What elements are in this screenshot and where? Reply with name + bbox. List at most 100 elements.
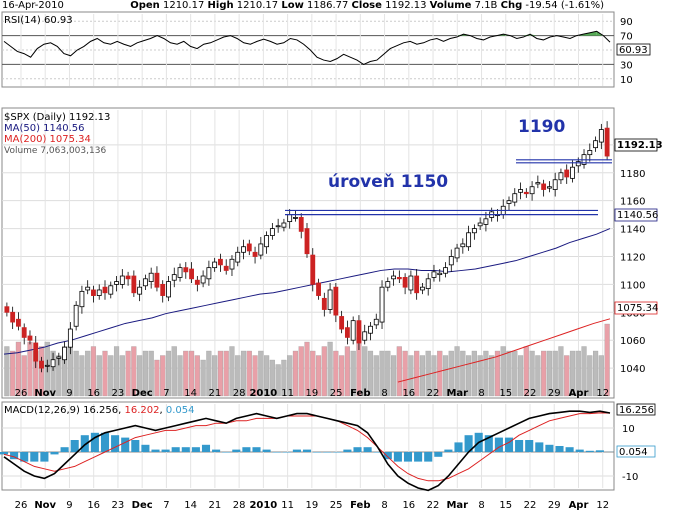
volume-bar xyxy=(177,355,183,397)
candle-body xyxy=(558,172,564,181)
chg-label: Chg xyxy=(500,0,523,11)
volume-bar xyxy=(541,350,547,397)
chg-value: -19.54 (-1.61%) xyxy=(525,0,605,11)
date-label-bottom: Feb xyxy=(350,500,370,511)
candle-body xyxy=(177,267,183,278)
volume-bar xyxy=(79,355,85,397)
candle-body xyxy=(171,274,177,281)
histogram-bar xyxy=(272,452,281,453)
candle-body xyxy=(321,297,327,310)
volume-bar xyxy=(4,346,10,397)
date-label-bottom: 8 xyxy=(478,500,484,511)
candle-body xyxy=(4,306,10,313)
histogram-bar xyxy=(515,440,524,452)
candle-body xyxy=(443,267,448,274)
candle-body xyxy=(391,275,396,280)
volume-bar xyxy=(217,350,224,397)
histogram-bar xyxy=(212,449,221,452)
macd-histogram xyxy=(0,432,615,462)
histogram-bar xyxy=(262,449,271,452)
date-label-bottom: 28 xyxy=(233,500,246,511)
date-label-bottom: 14 xyxy=(184,500,197,511)
date-label-middle: 12 xyxy=(596,388,609,399)
date-label-bottom: 2010 xyxy=(249,500,277,511)
candle-body xyxy=(96,289,102,296)
volume-bar xyxy=(339,355,345,397)
candle-body xyxy=(448,256,454,266)
candle-body xyxy=(258,243,264,256)
candle-body xyxy=(142,278,148,287)
candle-body xyxy=(246,243,252,252)
volume-bar xyxy=(333,350,339,397)
candle-body xyxy=(460,243,466,248)
volume-bar xyxy=(113,346,120,397)
candle-body xyxy=(518,189,523,193)
histogram-bar xyxy=(121,437,130,452)
candle-body xyxy=(269,228,275,236)
date-label-bottom: Apr xyxy=(569,500,589,511)
date-label-middle: 26 xyxy=(15,388,28,399)
volume-bar xyxy=(102,350,108,397)
candle-body xyxy=(91,289,96,296)
volume-bar xyxy=(362,346,368,397)
histogram-bar xyxy=(0,452,9,455)
date-label-middle: 25 xyxy=(330,388,343,399)
volume-bar xyxy=(396,346,402,397)
open-value: 1210.17 xyxy=(162,0,205,11)
candle-body xyxy=(541,183,547,190)
candle-body xyxy=(414,275,420,294)
volume-bar xyxy=(327,341,333,397)
date-label-bottom: Mar xyxy=(446,500,468,511)
candle-body xyxy=(206,267,212,280)
histogram-bar xyxy=(555,446,564,452)
candle-body xyxy=(344,327,350,338)
date-label-bottom: 25 xyxy=(330,500,343,511)
histogram-bar xyxy=(111,435,120,452)
date-label-middle: 28 xyxy=(233,388,246,399)
date-label-middle: Mar xyxy=(446,388,468,399)
macd-title-signal: 16.202 xyxy=(125,405,160,416)
volume-bar xyxy=(437,350,443,397)
candle-body xyxy=(385,281,391,288)
volume-bar xyxy=(489,355,495,397)
candle-body xyxy=(477,222,483,227)
macd-right-label: 16.256 xyxy=(619,405,654,416)
candle-body xyxy=(604,127,610,157)
candle-body xyxy=(546,186,552,189)
histogram-bar xyxy=(545,444,554,452)
histogram-bar xyxy=(191,447,200,452)
macd-title-hist: 0.054 xyxy=(166,405,195,416)
volume-bar xyxy=(471,350,477,397)
histogram-bar xyxy=(403,452,413,462)
ma200-line xyxy=(397,318,611,383)
volume-bar xyxy=(494,350,501,397)
ma50-value-label: 1140.56 xyxy=(617,210,658,221)
candle-body xyxy=(327,289,333,310)
volume-bar xyxy=(235,355,241,397)
volume-bar xyxy=(85,350,91,397)
volume-bar xyxy=(402,350,408,397)
volume-bar xyxy=(269,359,275,397)
volume-bar xyxy=(454,346,460,397)
volume-bar xyxy=(275,364,281,397)
date-label-bottom: Dec xyxy=(132,500,153,511)
date-label-middle: Nov xyxy=(34,388,56,399)
volume-bar xyxy=(246,350,252,397)
histogram-bar xyxy=(565,447,574,452)
macd-tick-label: 10 xyxy=(622,424,635,435)
candle-body xyxy=(39,360,44,369)
volume-bar xyxy=(165,350,172,397)
volume-bar xyxy=(598,355,604,397)
macd-signal-line xyxy=(3,412,611,482)
candle-body xyxy=(281,222,287,228)
volume-bar xyxy=(344,346,350,397)
volume-bar xyxy=(350,350,356,397)
candle-body xyxy=(379,286,385,323)
annotation-1150: úroveň 1150 xyxy=(328,172,448,192)
volume-bar xyxy=(564,355,570,397)
rsi-line xyxy=(3,30,611,65)
date-label-bottom: 26 xyxy=(15,500,28,511)
histogram-bar xyxy=(333,452,342,453)
candle-body xyxy=(200,275,206,284)
legend-ma200: MA(200) 1075.34 xyxy=(4,134,91,145)
